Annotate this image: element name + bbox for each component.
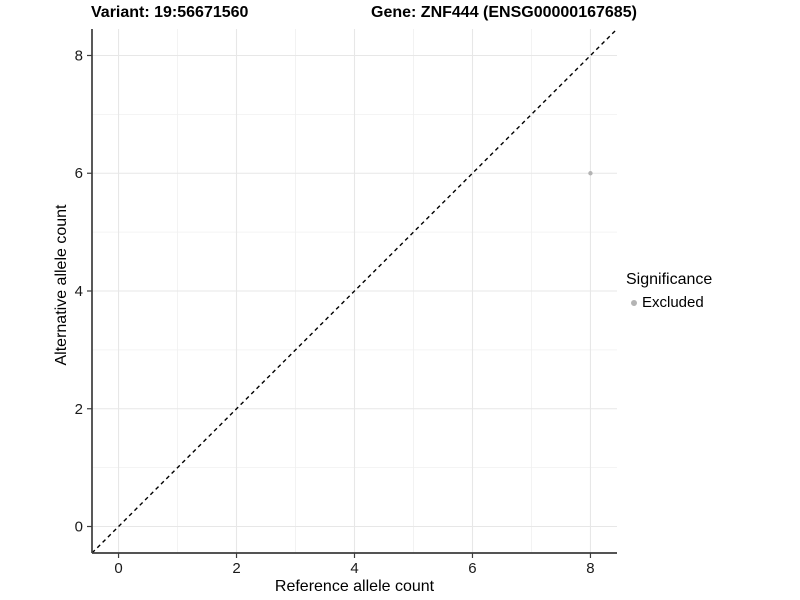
y-tick-label: 2 [75, 401, 83, 418]
y-tick-label: 0 [75, 519, 83, 536]
identity-line [91, 28, 618, 554]
x-tick-label: 8 [586, 560, 594, 577]
x-tick-label: 0 [114, 560, 122, 577]
x-tick-label: 6 [468, 560, 476, 577]
y-tick-label: 8 [75, 47, 83, 64]
y-tick-label: 6 [75, 165, 83, 182]
y-tick-label: 4 [75, 283, 83, 300]
y-axis-title: Alternative allele count [53, 204, 70, 366]
data-point-excluded [588, 171, 593, 176]
legend-title: Significance [626, 271, 713, 288]
x-tick-label: 4 [350, 560, 358, 577]
plot-title-gene: Gene: ZNF444 (ENSG00000167685) [371, 4, 637, 21]
legend: Significance Excluded [626, 271, 712, 311]
legend-point-marker-icon [631, 299, 637, 306]
legend-item-excluded: Excluded [626, 294, 712, 311]
x-tick-label: 2 [232, 560, 240, 577]
plot-title-variant: Variant: 19:56671560 [91, 4, 249, 21]
x-axis-title: Reference allele count [274, 578, 435, 595]
legend-item-label: Excluded [642, 294, 704, 311]
